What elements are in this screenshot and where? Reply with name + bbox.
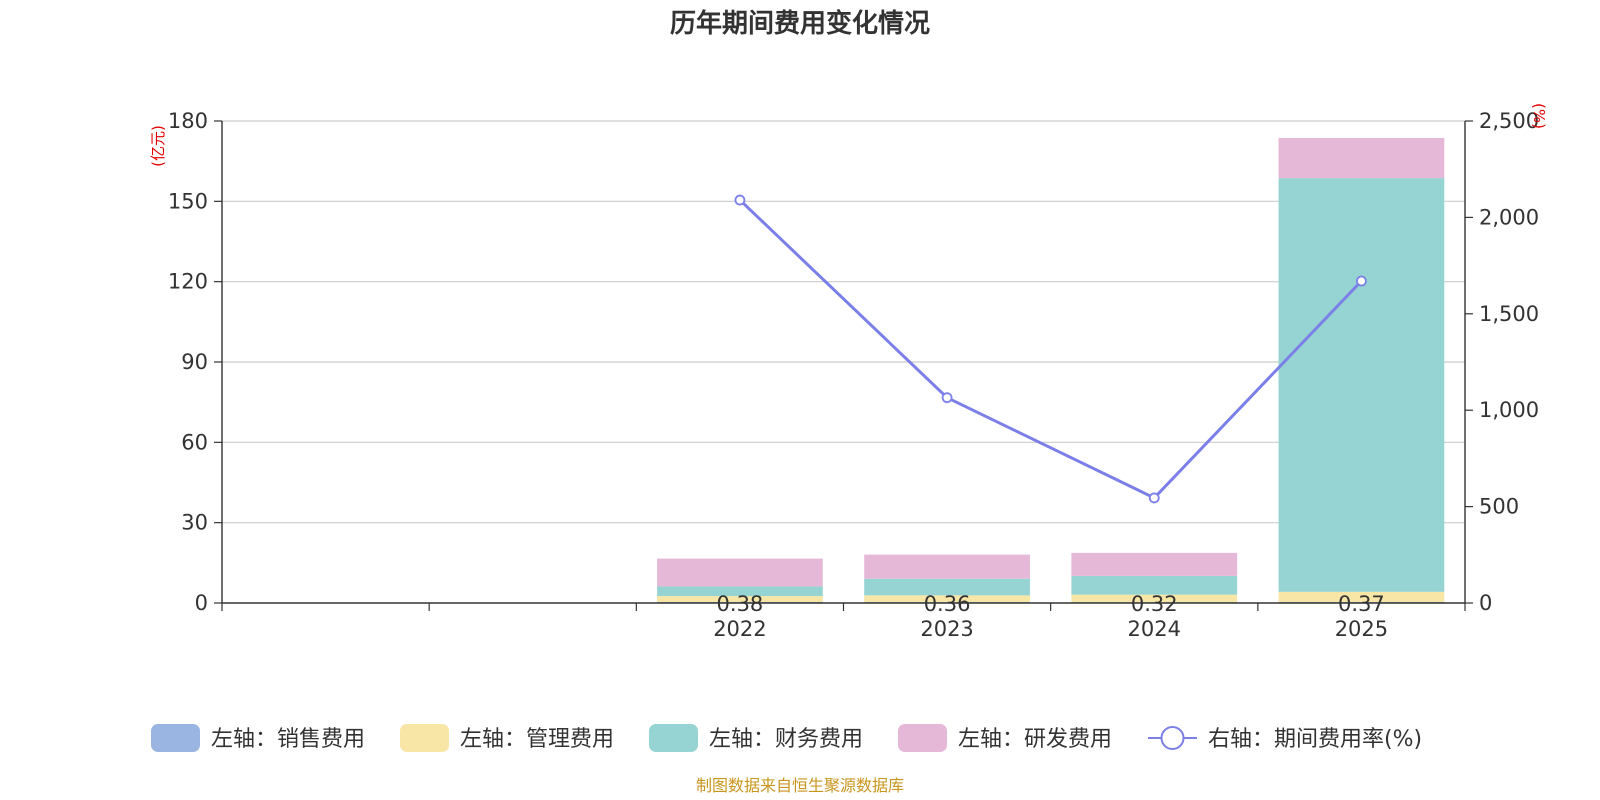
left-tick-label: 0 [195, 591, 208, 615]
legend-label: 左轴：销售费用 [211, 727, 365, 752]
legend-label: 左轴：财务费用 [709, 727, 863, 752]
bar-segment-3 [1278, 178, 1445, 592]
bar-data-label: 0.37 [1338, 592, 1385, 616]
right-tick-label: 2,000 [1479, 205, 1539, 229]
right-tick-label: 1,000 [1479, 398, 1539, 422]
bar-segment-4 [657, 558, 823, 587]
right-tick-label: 1,500 [1479, 302, 1539, 326]
bar-segment-2 [864, 595, 1030, 603]
legend-label: 左轴：管理费用 [460, 727, 614, 752]
legend-swatch-icon [151, 724, 200, 752]
rate-line-point [941, 392, 953, 404]
left-tick-label: 180 [168, 109, 208, 133]
bar-data-label: 0.38 [717, 592, 764, 616]
bar-segment-4 [1071, 552, 1238, 576]
source-note: 制图数据来自恒生聚源数据库 [696, 776, 904, 795]
left-tick-label: 120 [168, 270, 208, 294]
bars [657, 137, 1445, 603]
gridlines [222, 120, 1465, 524]
x-tick-label: 2024 [1128, 617, 1181, 641]
legend-swatch-icon [649, 724, 698, 752]
bar-segment-4 [864, 554, 1030, 579]
x-tick-label: 2023 [920, 617, 973, 641]
left-tick-label: 150 [168, 189, 208, 213]
bar-labels: 0.38 0.36 0.32 0.37 [717, 592, 1385, 616]
bar-segment-2 [1278, 591, 1445, 603]
bar-segment-2 [1071, 594, 1238, 603]
legend-circle-icon [1160, 726, 1185, 750]
chart-title: 历年期间费用变化情况 [670, 8, 930, 39]
x-tick-label: 2022 [713, 617, 766, 641]
left-axis-unit: (亿元) [149, 125, 167, 167]
right-tick-label: 500 [1479, 495, 1519, 519]
legend-label: 左轴：研发费用 [958, 727, 1112, 752]
left-tick-label: 60 [181, 430, 208, 454]
bar-segment-4 [1278, 137, 1445, 179]
rate-line [734, 194, 1367, 504]
right-axis-unit: (%) [1530, 103, 1548, 129]
left-tick-label: 90 [181, 350, 208, 374]
right-tick-label: 2,500 [1479, 109, 1539, 133]
axes: 0 30 60 90 120 150 180 0 500 1,000 1,500 2,000 2,500… [168, 109, 1539, 641]
bar-data-label: 0.36 [924, 592, 971, 616]
legend: 左轴：销售费用 左轴：管理费用 左轴：财务费用 左轴：研发费用 右轴：期间费用率(%) [151, 724, 1422, 752]
left-tick-label: 30 [181, 511, 208, 535]
bar-segment-3 [657, 586, 823, 597]
legend-label: 右轴：期间费用率(%) [1208, 727, 1422, 752]
bar-data-label: 0.32 [1131, 592, 1178, 616]
legend-swatch-icon [400, 724, 449, 752]
rate-line-path [738, 198, 1363, 500]
bar-segment-3 [864, 578, 1030, 596]
rate-line-point [734, 194, 746, 206]
legend-swatch-icon [898, 724, 947, 752]
right-tick-label: 0 [1479, 591, 1492, 615]
x-tick-label: 2025 [1335, 617, 1388, 641]
rate-line-point [1356, 275, 1367, 287]
rate-line-point [1148, 492, 1160, 504]
bar-segment-2 [657, 596, 823, 602]
bar-segment-3 [1071, 575, 1238, 595]
